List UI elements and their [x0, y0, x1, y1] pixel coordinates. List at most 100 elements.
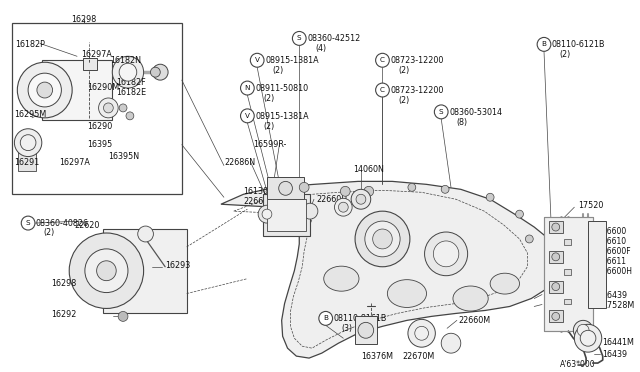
- Circle shape: [574, 324, 602, 352]
- Text: B: B: [323, 315, 328, 321]
- Circle shape: [14, 129, 42, 157]
- Circle shape: [408, 183, 416, 191]
- Bar: [267, 199, 306, 231]
- Text: (8): (8): [457, 118, 468, 127]
- Circle shape: [20, 135, 36, 151]
- Circle shape: [152, 64, 168, 80]
- Bar: [544, 217, 593, 331]
- Circle shape: [415, 326, 429, 340]
- Circle shape: [364, 186, 374, 196]
- Circle shape: [241, 109, 254, 123]
- Bar: [267, 177, 304, 199]
- Circle shape: [250, 53, 264, 67]
- Text: 16439: 16439: [602, 291, 627, 299]
- Circle shape: [69, 233, 143, 308]
- Text: 16439: 16439: [544, 301, 569, 310]
- Text: 08915-1381A: 08915-1381A: [265, 56, 319, 65]
- Text: 22620: 22620: [74, 221, 99, 230]
- Circle shape: [258, 205, 276, 223]
- Text: (3): (3): [341, 324, 353, 333]
- Circle shape: [126, 112, 134, 120]
- Text: 16599R-: 16599R-: [253, 140, 287, 149]
- Text: 16439: 16439: [544, 291, 569, 299]
- Text: (2): (2): [398, 66, 410, 75]
- Circle shape: [435, 105, 448, 119]
- Circle shape: [372, 229, 392, 249]
- Text: 22660M: 22660M: [459, 317, 491, 326]
- Circle shape: [241, 81, 254, 95]
- Text: 08110-6121B: 08110-6121B: [552, 41, 605, 49]
- Circle shape: [97, 261, 116, 280]
- Text: 16293: 16293: [165, 261, 191, 270]
- Circle shape: [300, 182, 309, 192]
- Circle shape: [552, 253, 559, 261]
- Circle shape: [339, 202, 348, 212]
- Bar: [263, 194, 310, 236]
- Text: C: C: [380, 57, 385, 63]
- Circle shape: [319, 311, 333, 326]
- Circle shape: [28, 73, 61, 107]
- Circle shape: [262, 209, 272, 219]
- Circle shape: [118, 311, 128, 321]
- Text: 16600: 16600: [602, 227, 626, 236]
- Text: B: B: [541, 41, 547, 47]
- Circle shape: [365, 221, 400, 257]
- Circle shape: [580, 330, 596, 346]
- Bar: [544, 217, 593, 331]
- Text: 22670M: 22670M: [402, 352, 435, 361]
- Text: 16182P: 16182P: [15, 41, 45, 49]
- Text: 14060N: 14060N: [353, 164, 384, 173]
- Circle shape: [21, 216, 35, 230]
- Circle shape: [356, 194, 366, 204]
- Text: V: V: [255, 57, 260, 63]
- Circle shape: [351, 189, 371, 209]
- Text: C: C: [380, 87, 385, 93]
- Ellipse shape: [387, 280, 426, 308]
- Text: 08911-50810: 08911-50810: [255, 84, 308, 93]
- Circle shape: [37, 82, 52, 98]
- Text: 17528M: 17528M: [602, 301, 634, 310]
- Bar: [19, 150, 36, 171]
- Circle shape: [104, 103, 113, 113]
- Text: 16298: 16298: [52, 279, 77, 288]
- Text: 16295M: 16295M: [14, 110, 47, 119]
- Text: 16395: 16395: [87, 140, 112, 149]
- Text: 16298: 16298: [71, 15, 97, 23]
- Text: (4): (4): [315, 44, 326, 53]
- Bar: [12, 23, 182, 194]
- Circle shape: [17, 62, 72, 118]
- Text: N: N: [244, 85, 250, 91]
- Text: 08360-42512: 08360-42512: [307, 35, 360, 44]
- Text: 16182N: 16182N: [110, 56, 141, 65]
- Text: (2): (2): [263, 122, 275, 131]
- Circle shape: [355, 211, 410, 267]
- Text: 22660H: 22660H: [316, 195, 347, 204]
- Text: 16292: 16292: [52, 311, 77, 320]
- Text: 17520: 17520: [579, 201, 604, 210]
- Text: 08723-12200: 08723-12200: [390, 56, 444, 65]
- Text: 16376M: 16376M: [361, 352, 393, 361]
- Bar: [549, 280, 563, 292]
- Circle shape: [340, 186, 350, 196]
- Circle shape: [292, 32, 306, 45]
- Bar: [83, 58, 97, 70]
- Text: 16439: 16439: [602, 350, 627, 359]
- Text: S: S: [26, 220, 31, 226]
- Text: 16600F: 16600F: [602, 247, 630, 256]
- Bar: [549, 311, 563, 323]
- Circle shape: [358, 323, 374, 338]
- Circle shape: [408, 320, 435, 347]
- Circle shape: [537, 38, 551, 51]
- Text: 08723-12200: 08723-12200: [390, 86, 444, 95]
- Circle shape: [119, 104, 127, 112]
- Circle shape: [424, 232, 468, 276]
- Circle shape: [376, 53, 389, 67]
- Bar: [355, 317, 376, 344]
- Polygon shape: [221, 182, 561, 358]
- Bar: [42, 60, 112, 120]
- Text: 08110-8161B: 08110-8161B: [333, 314, 387, 323]
- Circle shape: [150, 67, 160, 77]
- Circle shape: [441, 185, 449, 193]
- Bar: [588, 221, 605, 308]
- Ellipse shape: [490, 273, 520, 294]
